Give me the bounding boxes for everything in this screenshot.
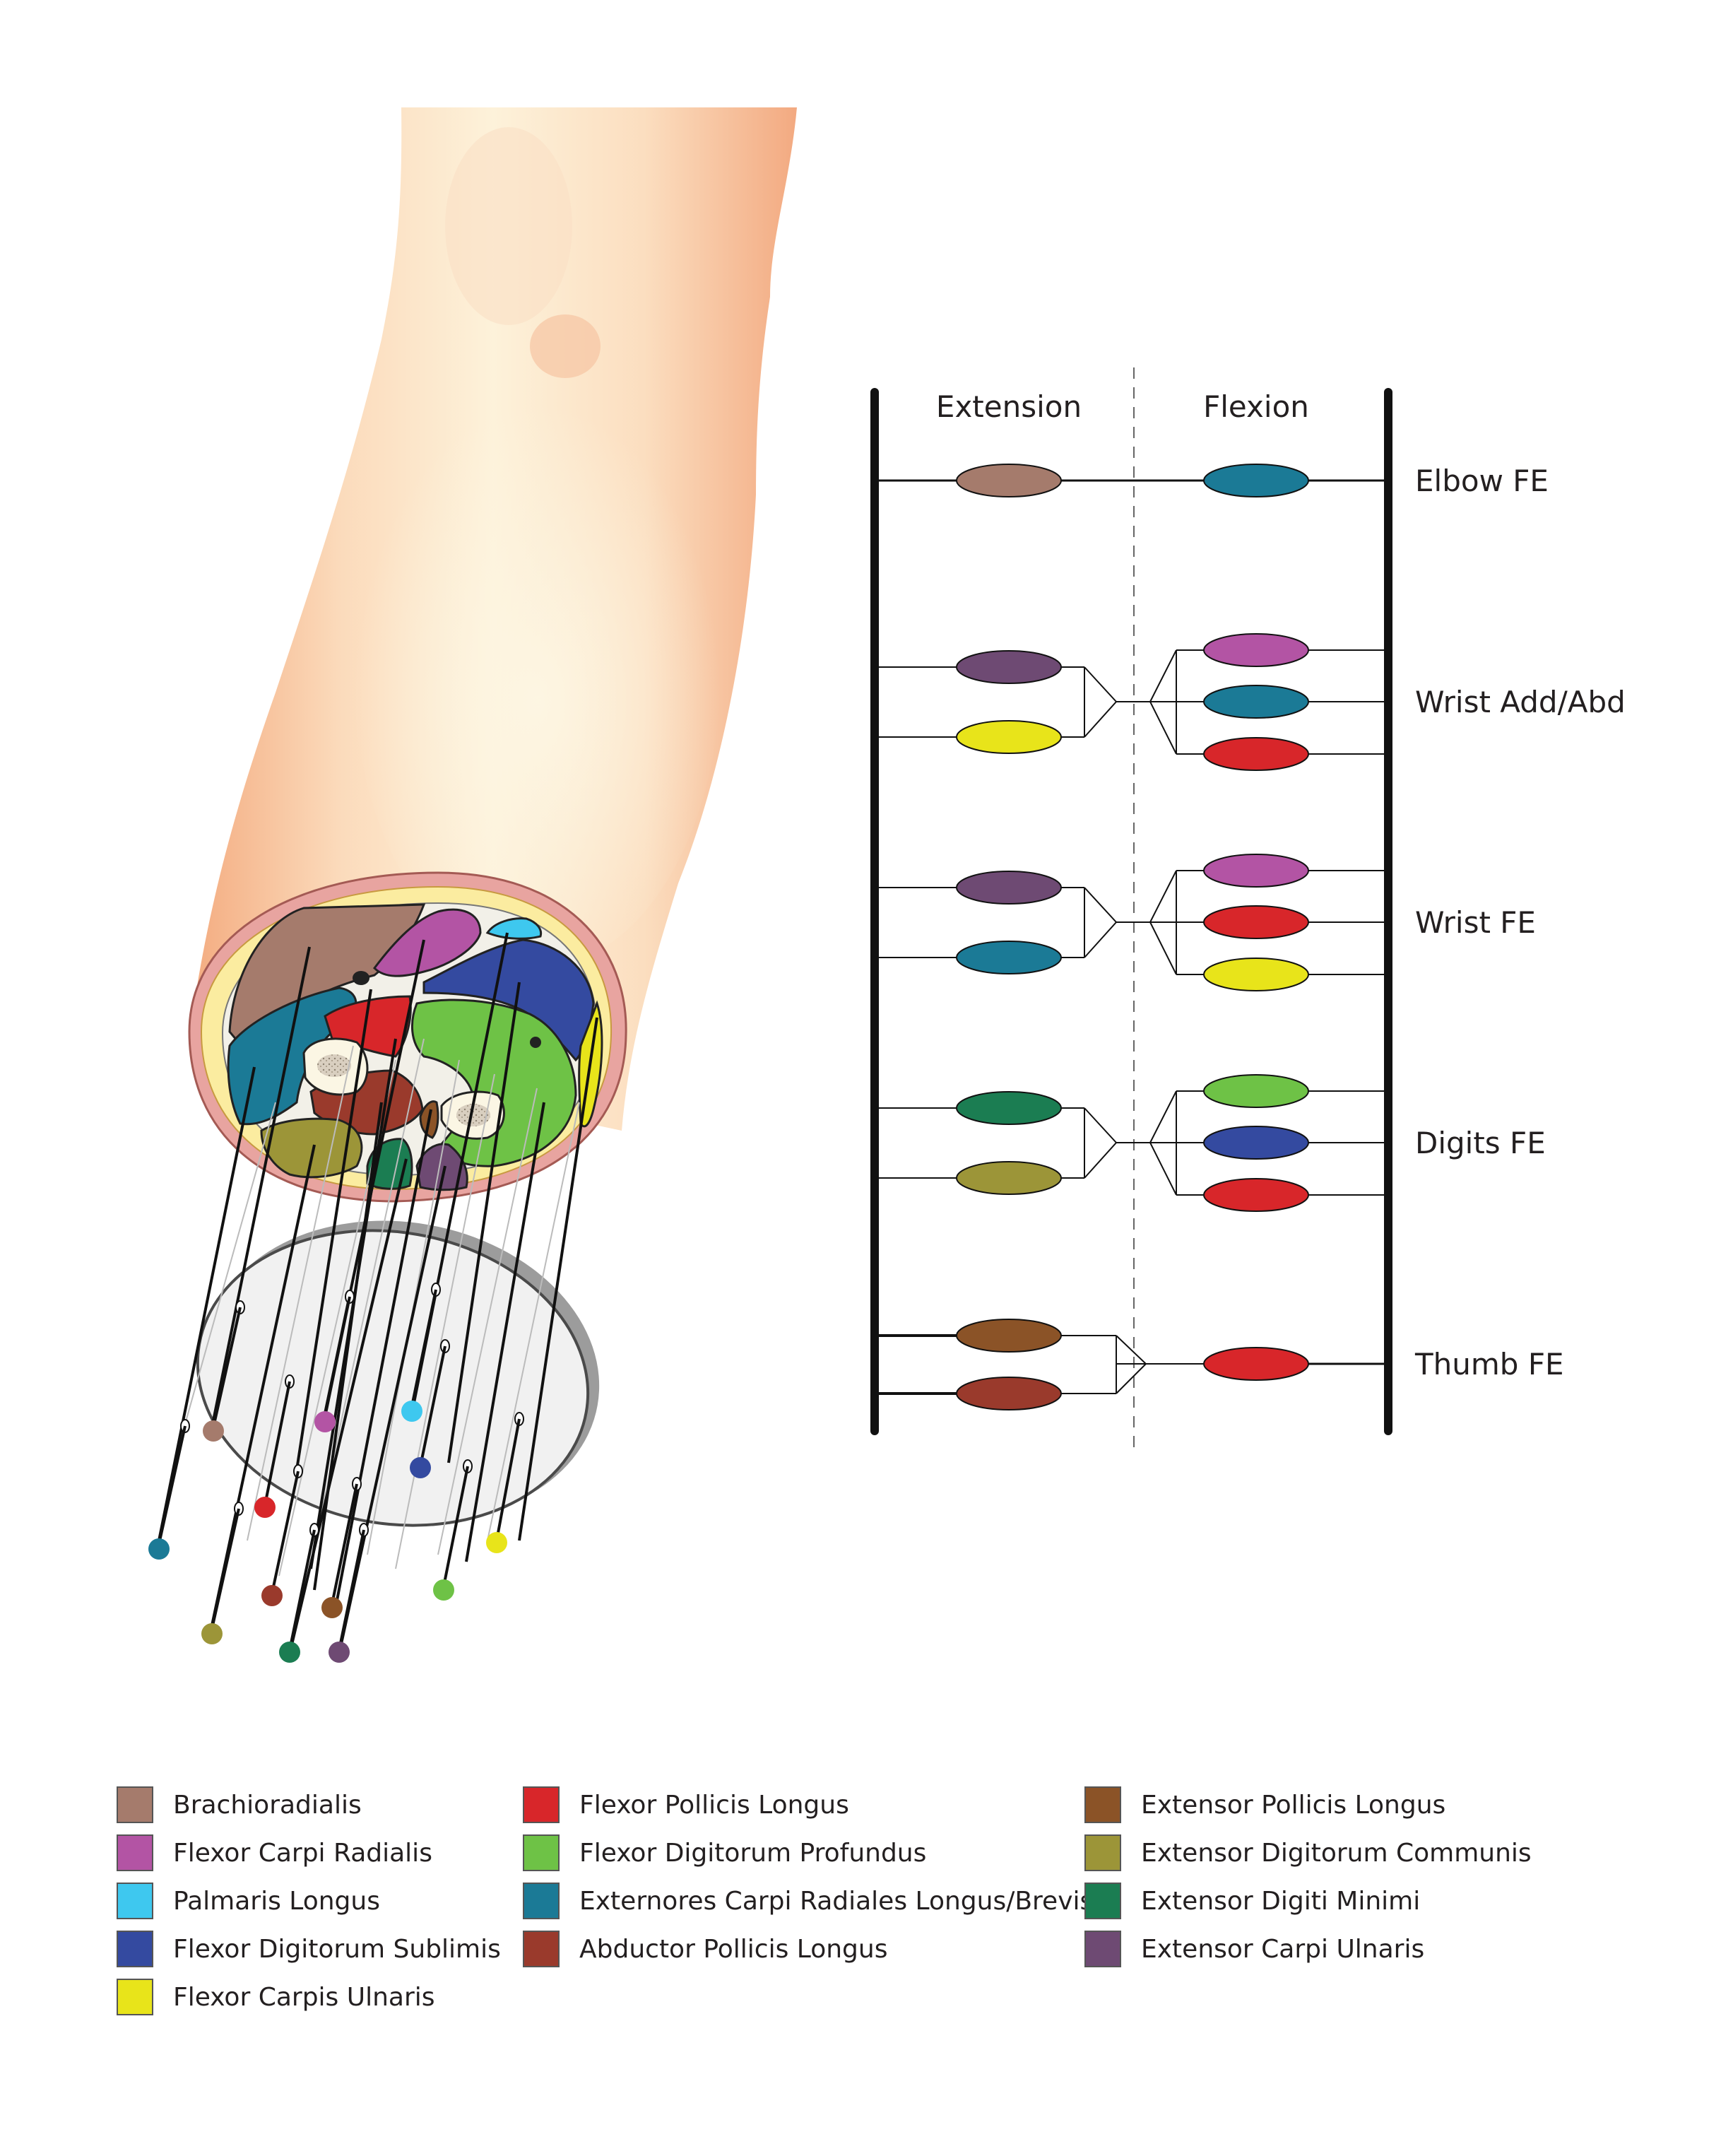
legend-label: Flexor Pollicis Longus [579, 1790, 849, 1820]
electrode-dot-fds [410, 1457, 431, 1478]
electrode-dot-ecrlb [148, 1538, 170, 1560]
oval-digits-ext-1 [956, 1091, 1062, 1125]
electrode-dot-brachioradialis [203, 1420, 224, 1442]
electrode-dot-epl [321, 1597, 343, 1618]
oval-thumb-ext-1 [956, 1319, 1062, 1353]
electrode-dot-edm [279, 1642, 300, 1663]
legend-item-fcr: Flexor Carpi Radialis [117, 1834, 432, 1871]
legend-item-ecrlb: Externores Carpi Radiales Longus/Brevis [523, 1883, 1093, 1919]
chart-row-label-thumb-fe: Thumb FE [1414, 1347, 1564, 1382]
legend-swatch [1084, 1931, 1121, 1967]
oval-digits-ext-2 [956, 1161, 1062, 1195]
oval-thumb-flex-1 [1203, 1347, 1309, 1381]
legend-label: Flexor Digitorum Profundus [579, 1838, 927, 1868]
chart-row-label-wrist-fe: Wrist FE [1415, 905, 1536, 940]
oval-elbow-ext-1 [956, 464, 1062, 497]
oval-wrist-addabd-ext-2 [956, 720, 1062, 754]
legend-swatch [523, 1786, 560, 1823]
oval-wrist-addabd-flex-1 [1203, 633, 1309, 667]
chart-row-label-digits-fe: Digits FE [1415, 1126, 1546, 1160]
disc-leads [158, 1289, 521, 1651]
forearm-cross-section [188, 871, 627, 1203]
oval-wrist-addabd-ext-1 [956, 650, 1062, 684]
chart-header-flexion: Flexion [1203, 389, 1309, 424]
electrode-disc [196, 1220, 600, 1527]
electrode-dot-pl [401, 1401, 422, 1422]
muscle-pl [485, 917, 543, 940]
oval-wrist-fe-ext-1 [956, 871, 1062, 905]
oval-wrist-fe-flex-3 [1203, 958, 1309, 991]
legend-swatch [523, 1883, 560, 1919]
oval-wrist-addabd-flex-2 [1203, 685, 1309, 719]
legend-label: Extensor Pollicis Longus [1141, 1790, 1446, 1820]
electrode-dots [148, 1401, 507, 1663]
legend-swatch [1084, 1883, 1121, 1919]
oval-digits-flex-3 [1203, 1178, 1309, 1212]
legend-swatch [523, 1931, 560, 1967]
electrode-dot-fcu [486, 1532, 507, 1553]
muscle-function-chart: Extension Flexion Elbow FE [870, 367, 1626, 1456]
legend-item-apl: Abductor Pollicis Longus [523, 1931, 887, 1967]
legend-item-brachioradialis: Brachioradialis [117, 1786, 362, 1823]
chart-row-label-elbow-fe: Elbow FE [1415, 464, 1549, 498]
legend-swatch [523, 1834, 560, 1871]
legend-item-pl: Palmaris Longus [117, 1883, 380, 1919]
legend-swatch [1084, 1786, 1121, 1823]
oval-wrist-fe-flex-2 [1203, 905, 1309, 939]
oval-wrist-fe-flex-1 [1203, 854, 1309, 888]
legend-swatch [117, 1834, 153, 1871]
chart-row-wrist-fe [875, 870, 1388, 975]
oval-elbow-flex-1 [1203, 464, 1309, 497]
oval-wrist-addabd-flex-3 [1203, 737, 1309, 771]
oval-wrist-fe-ext-2 [956, 941, 1062, 974]
electrode-leads [158, 932, 598, 1654]
legend-label: Extensor Digitorum Communis [1141, 1838, 1532, 1868]
legend-swatch [117, 1931, 153, 1967]
legend-label: Flexor Carpi Radialis [173, 1838, 432, 1868]
legend-item-fpl: Flexor Pollicis Longus [523, 1786, 849, 1823]
legend-label: Abductor Pollicis Longus [579, 1934, 888, 1964]
legend-item-fcu: Flexor Carpis Ulnaris [117, 1979, 435, 2015]
legend-label: Extensor Carpi Ulnaris [1141, 1934, 1425, 1964]
legend-label: Flexor Carpis Ulnaris [173, 1982, 435, 2012]
muscle-edc [260, 1117, 363, 1179]
legend-label: Flexor Digitorum Sublimis [173, 1934, 501, 1964]
electrode-dot-ecu [329, 1642, 350, 1663]
legend-label: Externores Carpi Radiales Longus/Brevis [579, 1886, 1094, 1916]
chart-row-digits-fe [875, 1090, 1388, 1196]
legend-item-epl: Extensor Pollicis Longus [1084, 1786, 1445, 1823]
muscle-fcr [373, 908, 482, 977]
electrode-dot-apl [261, 1585, 283, 1606]
legend-swatch [1084, 1834, 1121, 1871]
chart-header-extension: Extension [936, 389, 1082, 424]
chart-row-label-wrist-add-abd: Wrist Add/Abd [1415, 685, 1626, 719]
legend-label: Palmaris Longus [173, 1886, 380, 1916]
legend-label: Brachioradialis [173, 1790, 362, 1820]
chart-row-elbow-fe: Elbow FE [875, 464, 1549, 498]
electrode-dot-fpl [254, 1497, 276, 1518]
electrode-dot-edc [201, 1623, 223, 1644]
legend-item-edc: Extensor Digitorum Communis [1084, 1834, 1532, 1871]
legend-swatch [117, 1786, 153, 1823]
forearm-illustration [148, 107, 797, 1663]
legend-swatch [117, 1979, 153, 2015]
chart-row-thumb-fe [875, 1334, 1388, 1395]
legend-label: Extensor Digiti Minimi [1141, 1886, 1421, 1916]
legend-item-fdp: Flexor Digitorum Profundus [523, 1834, 926, 1871]
electrode-dot-fcr [314, 1411, 336, 1432]
oval-digits-flex-1 [1203, 1074, 1309, 1108]
legend-item-ecu: Extensor Carpi Ulnaris [1084, 1931, 1424, 1967]
oval-digits-flex-2 [1203, 1126, 1309, 1160]
legend-item-edm: Extensor Digiti Minimi [1084, 1883, 1420, 1919]
chart-row-wrist-add-abd [875, 649, 1388, 755]
oval-thumb-ext-2 [956, 1377, 1062, 1410]
legend-swatch [117, 1883, 153, 1919]
electrode-dot-fdp [433, 1579, 454, 1601]
legend-item-fds: Flexor Digitorum Sublimis [117, 1931, 501, 1967]
